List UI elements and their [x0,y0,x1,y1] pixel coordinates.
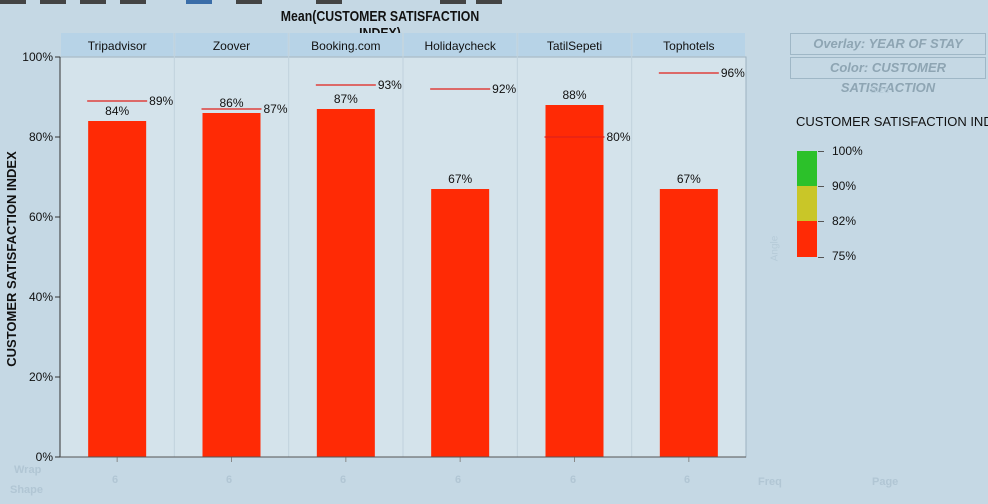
y-tick-label: 40% [29,290,53,304]
toolbar-button[interactable] [476,0,502,4]
color-swatch-green [797,151,817,186]
y-tick-label: 80% [29,130,53,144]
overlay-value-label: 89% [149,94,173,108]
color-scale-tick [818,151,824,152]
toolbar-button[interactable] [440,0,466,4]
shape-drop-zone[interactable]: Shape [10,484,44,496]
toolbar-button[interactable] [40,0,66,4]
panel-header [175,33,288,56]
color-scale-tick [818,257,824,258]
y-tick-label: 100% [22,50,53,64]
overlay-value-label: 87% [264,102,288,116]
shape-value: 6 [226,474,233,486]
angle-drop-zone[interactable]: Angle [769,235,781,262]
bar [431,189,490,457]
toolbar-button[interactable] [0,0,26,4]
bar [659,189,718,457]
color-swatch-yellow [797,186,817,221]
bar [316,109,375,457]
overlay-value-label: 96% [721,66,745,80]
bar [88,121,147,457]
panel-header [404,33,517,56]
wrap-drop-zone[interactable]: Wrap [14,464,42,476]
bar-value-label: 88% [562,88,586,102]
shape-value: 6 [112,474,119,486]
y-tick-label: 20% [29,370,53,384]
bar [545,105,604,457]
category-label: Tripadvisor [88,39,147,53]
category-label: Booking.com [311,39,380,53]
bar-value-label: 67% [677,172,701,186]
toolbar-button[interactable] [236,0,262,4]
bar-value-label: 87% [334,92,358,106]
page-drop-zone[interactable]: Page [872,476,899,488]
color-swatch-red [797,221,817,257]
freq-drop-zone[interactable]: Freq [758,476,782,488]
shape-value: 6 [684,474,691,486]
overlay-value-label: 93% [378,78,402,92]
panel-header [632,33,745,56]
overlay-drop-zone[interactable]: Overlay: YEAR OF STAY [790,33,986,55]
y-axis-title: CUSTOMER SATISFACTION INDEX [4,151,19,367]
shape-value: 6 [570,474,577,486]
color-scale-tick [818,221,824,222]
color-scale-label: 82% [832,214,857,228]
category-label: Tophotels [663,39,714,53]
toolbar-button[interactable] [80,0,106,4]
bar-value-label: 86% [219,96,243,110]
panel-header [289,33,402,56]
bottom-shelf: Wrap Shape 6 6 6 6 6 6 Freq Page [0,456,988,504]
bar [202,113,261,457]
category-label: Zoover [213,39,250,53]
color-scale-label: 75% [832,249,857,263]
toolbar-button[interactable] [316,0,342,4]
color-scale-label: 90% [832,179,857,193]
color-drop-zone[interactable]: Color: CUSTOMER SATISFACTION [790,57,986,95]
size-drop-zone[interactable]: Size [870,85,890,96]
color-scale-label: 100% [832,144,863,158]
toolbar-strip [0,0,560,6]
shape-value: 6 [340,474,347,486]
panel-header [61,33,174,56]
legend-panel: Overlay: YEAR OF STAY Color: CUSTOMER SA… [769,33,988,453]
color-scale-tick [818,186,824,187]
y-tick-label: 60% [29,210,53,224]
panel-header [518,33,631,56]
toolbar-button[interactable] [186,0,212,4]
toolbar-button[interactable] [120,0,146,4]
bar-value-label: 67% [448,172,472,186]
overlay-value-label: 80% [607,130,631,144]
y-tick-label: 0% [36,450,54,464]
category-label: Holidaycheck [424,39,496,53]
shape-value: 6 [455,474,462,486]
color-scale-title: CUSTOMER SATISFACTION INDEX [796,114,988,129]
bar-value-label: 84% [105,104,129,118]
overlay-value-label: 92% [492,82,516,96]
category-label: TatilSepeti [547,39,602,53]
